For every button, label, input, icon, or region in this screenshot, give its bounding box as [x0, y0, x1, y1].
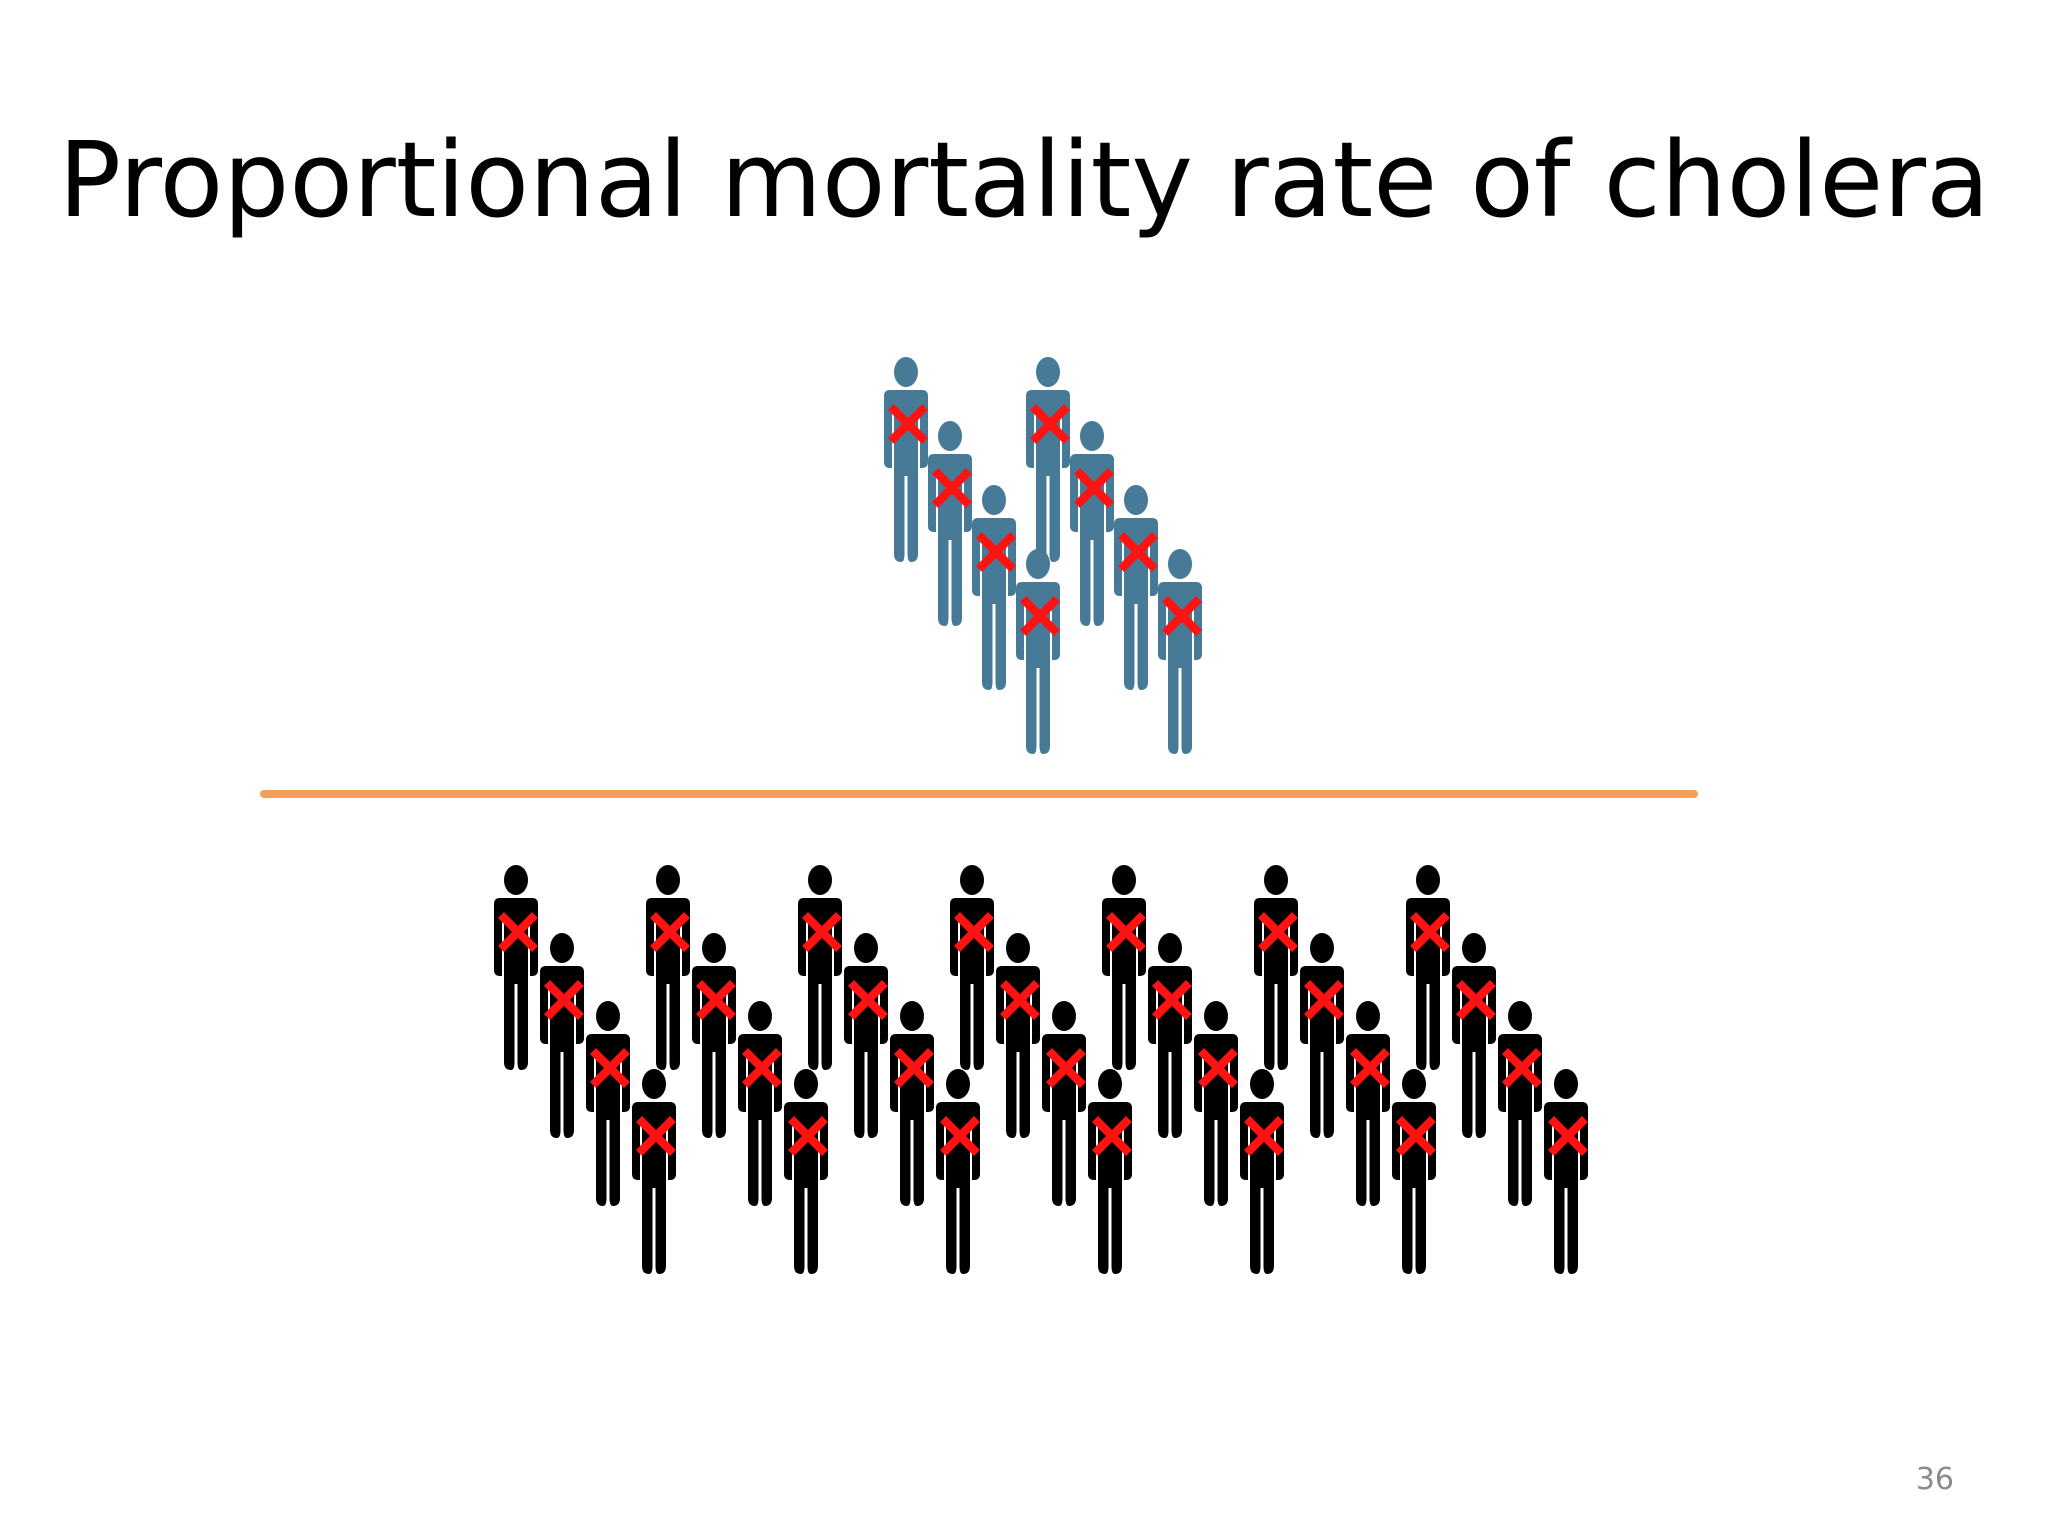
person-icon	[798, 865, 842, 1070]
person-icon	[738, 1001, 782, 1206]
person-icon	[1452, 933, 1496, 1138]
person-icon	[972, 485, 1016, 690]
person-icon	[784, 1069, 828, 1274]
person-icon	[1498, 1001, 1542, 1206]
person-icon	[1088, 1069, 1132, 1274]
person-icon	[1016, 549, 1060, 754]
person-icon	[494, 865, 538, 1070]
person-icon	[996, 933, 1040, 1138]
person-icon	[632, 1069, 676, 1274]
person-icon	[1102, 865, 1146, 1070]
person-icon	[1254, 865, 1298, 1070]
person-icon	[844, 933, 888, 1138]
numerator-deaths-group	[884, 357, 1202, 754]
person-icon	[1194, 1001, 1238, 1206]
person-icon	[1392, 1069, 1436, 1274]
person-icon	[586, 1001, 630, 1206]
person-icon	[1042, 1001, 1086, 1206]
person-icon	[1346, 1001, 1390, 1206]
person-icon	[1114, 485, 1158, 690]
person-icon	[1158, 549, 1202, 754]
denominator-deaths-group	[494, 865, 1588, 1274]
person-icon	[1148, 933, 1192, 1138]
person-icon	[1300, 933, 1344, 1138]
slide-title: Proportional mortality rate of cholera	[58, 119, 1990, 241]
person-icon	[692, 933, 736, 1138]
person-icon	[1070, 421, 1114, 626]
person-icon	[1240, 1069, 1284, 1274]
person-icon	[1544, 1069, 1588, 1274]
person-icon	[890, 1001, 934, 1206]
person-icon	[646, 865, 690, 1070]
person-icon	[936, 1069, 980, 1274]
person-icon	[540, 933, 584, 1138]
person-icon	[928, 421, 972, 626]
person-icon	[884, 357, 928, 562]
slide-number: 36	[1915, 1462, 1954, 1497]
person-icon	[1406, 865, 1450, 1070]
person-icon	[1026, 357, 1070, 562]
person-icon	[950, 865, 994, 1070]
